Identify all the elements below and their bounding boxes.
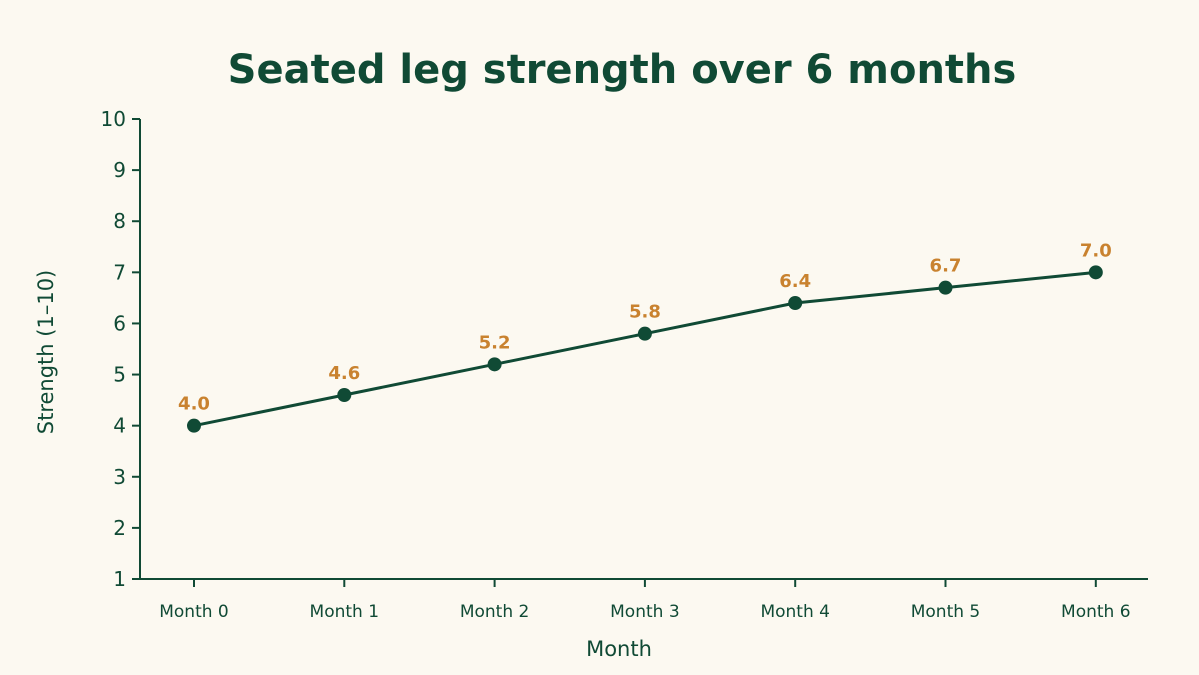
y-axis-ticks: 1 2 3 4 5 6 7 8 9 10 bbox=[101, 107, 140, 591]
data-point bbox=[187, 418, 201, 433]
data-label: 5.2 bbox=[479, 332, 511, 353]
data-label: 7.0 bbox=[1080, 240, 1112, 261]
x-tick-label: Month 1 bbox=[310, 602, 380, 622]
series-line bbox=[193, 270, 1096, 428]
y-axis-label: Strength (1–10) bbox=[34, 270, 58, 434]
y-tick-label: 4 bbox=[113, 414, 126, 438]
data-point bbox=[1088, 265, 1103, 280]
data-labels: 4.0 4.6 5.2 5.8 6.4 6.7 7.0 bbox=[178, 240, 1112, 414]
y-tick-label: 7 bbox=[113, 260, 126, 284]
y-tick-label: 2 bbox=[113, 516, 126, 540]
x-tick-label: Month 6 bbox=[1061, 602, 1131, 622]
x-axis-label: Month bbox=[586, 637, 652, 661]
x-tick-label: Month 2 bbox=[460, 602, 530, 622]
data-series bbox=[187, 265, 1103, 433]
data-label: 4.6 bbox=[328, 363, 360, 384]
data-label: 5.8 bbox=[629, 302, 661, 323]
data-point bbox=[788, 296, 803, 310]
y-tick-label: 8 bbox=[113, 209, 126, 233]
data-point bbox=[487, 357, 502, 372]
x-tick-label: Month 5 bbox=[911, 602, 981, 622]
x-tick-label: Month 0 bbox=[159, 602, 229, 622]
chart-title: Seated leg strength over 6 months bbox=[228, 47, 1017, 93]
x-tick-label: Month 3 bbox=[610, 602, 680, 622]
y-tick-label: 5 bbox=[113, 363, 126, 387]
y-tick-label: 1 bbox=[113, 567, 126, 591]
data-point bbox=[637, 326, 652, 341]
x-axis-ticks: Month 0 Month 1 Month 2 Month 3 Month 4 Month… bbox=[159, 579, 1131, 622]
y-tick-label: 3 bbox=[113, 465, 126, 489]
data-label: 4.0 bbox=[178, 394, 210, 415]
x-tick-label: Month 4 bbox=[760, 602, 830, 622]
data-label: 6.4 bbox=[779, 271, 811, 292]
y-tick-label: 6 bbox=[113, 311, 126, 335]
y-tick-label: 9 bbox=[113, 158, 126, 182]
y-tick-label: 10 bbox=[101, 107, 126, 131]
data-point bbox=[938, 280, 953, 295]
axes bbox=[139, 119, 1148, 580]
data-label: 6.7 bbox=[930, 256, 962, 277]
data-point bbox=[337, 388, 352, 402]
